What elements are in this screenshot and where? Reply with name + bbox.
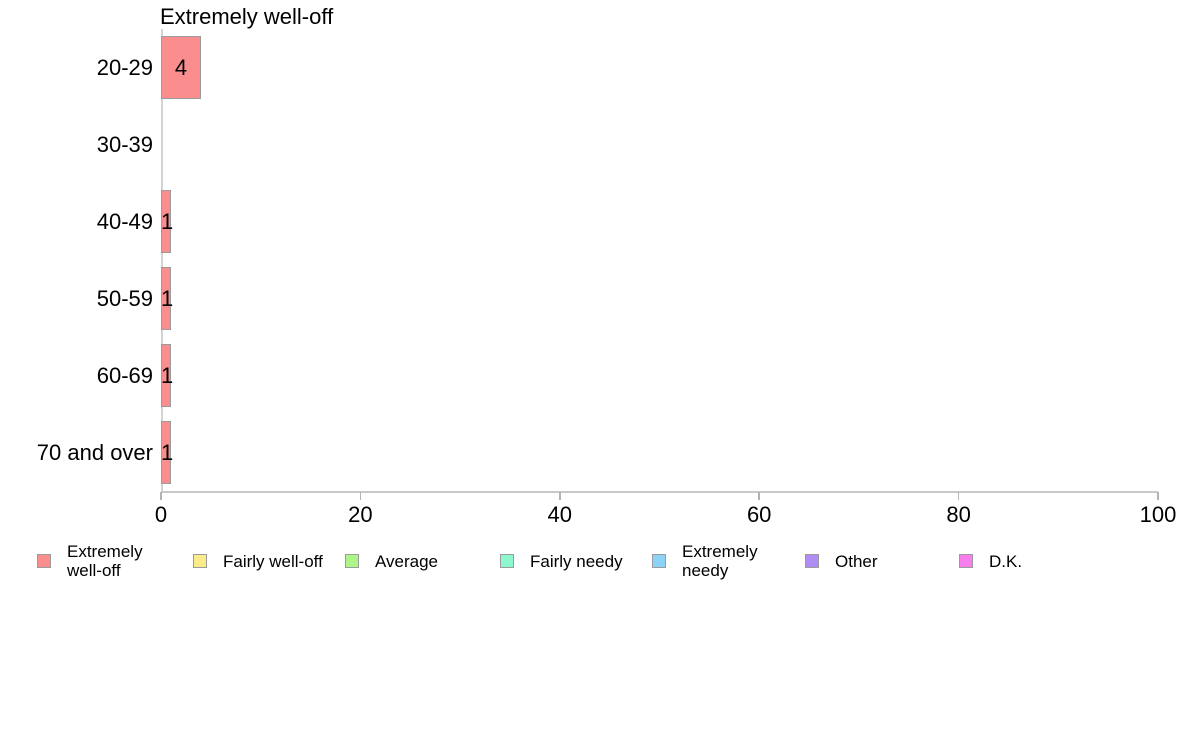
legend-label: Fairly well-off	[223, 551, 323, 571]
x-axis-tick	[1157, 492, 1159, 500]
x-axis-tick-label: 20	[348, 502, 373, 527]
legend-swatch-icon	[959, 554, 973, 568]
legend-label: Other	[835, 551, 878, 571]
legend-item-fairly-well-off[interactable]: Fairly well-off	[193, 540, 323, 582]
x-axis-tick-label: 60	[746, 502, 772, 527]
y-axis-label: 60-69	[96, 362, 153, 388]
bar-70 and over	[161, 421, 171, 484]
legend-item-other[interactable]: Other	[805, 540, 878, 582]
y-axis-label: 50-59	[96, 285, 153, 311]
legend-swatch-icon	[193, 554, 207, 568]
bar-20-29	[161, 36, 201, 99]
y-axis-label: 40-49	[96, 208, 153, 234]
x-axis-tick-label: 80	[946, 502, 971, 527]
legend-swatch-icon	[805, 554, 819, 568]
x-axis-tick	[160, 492, 162, 500]
bar-50-59	[161, 267, 171, 330]
legend-swatch-icon	[345, 554, 359, 568]
bar-60-69	[161, 344, 171, 407]
legend-swatch-icon	[500, 554, 514, 568]
y-axis-label: 70 and over	[36, 439, 153, 465]
legend-label: Fairly needy	[530, 551, 623, 571]
legend-label: Extremely needy	[682, 542, 758, 580]
x-axis-line	[161, 491, 1158, 493]
legend-label: Average	[375, 551, 439, 571]
legend-item-average[interactable]: Average	[345, 540, 438, 582]
legend-label: Extremely well-off	[67, 542, 143, 580]
y-axis-zero-line	[161, 29, 163, 491]
legend-swatch-icon	[37, 554, 51, 568]
y-axis-label: 20-29	[96, 54, 153, 80]
x-axis-tick-label: 40	[547, 502, 573, 527]
legend-item-d-k[interactable]: D.K.	[959, 540, 1022, 582]
bar-40-49	[161, 190, 171, 253]
legend-item-fairly-needy[interactable]: Fairly needy	[500, 540, 623, 582]
x-axis-tick	[359, 492, 362, 500]
y-axis-label: 30-39	[96, 131, 153, 157]
x-axis-tick	[957, 492, 960, 500]
x-axis-tick	[758, 492, 760, 500]
legend-item-extremely-well-off[interactable]: Extremely well-off	[37, 540, 143, 582]
x-axis-tick-label: 0	[154, 502, 168, 527]
legend-swatch-icon	[652, 554, 666, 568]
x-axis-tick	[559, 492, 561, 500]
x-axis-tick-label: 100	[1139, 502, 1177, 527]
legend-label: D.K.	[989, 551, 1023, 571]
legend-item-extremely-needy[interactable]: Extremely needy	[652, 540, 758, 582]
chart-title: Extremely well-off	[160, 4, 334, 29]
